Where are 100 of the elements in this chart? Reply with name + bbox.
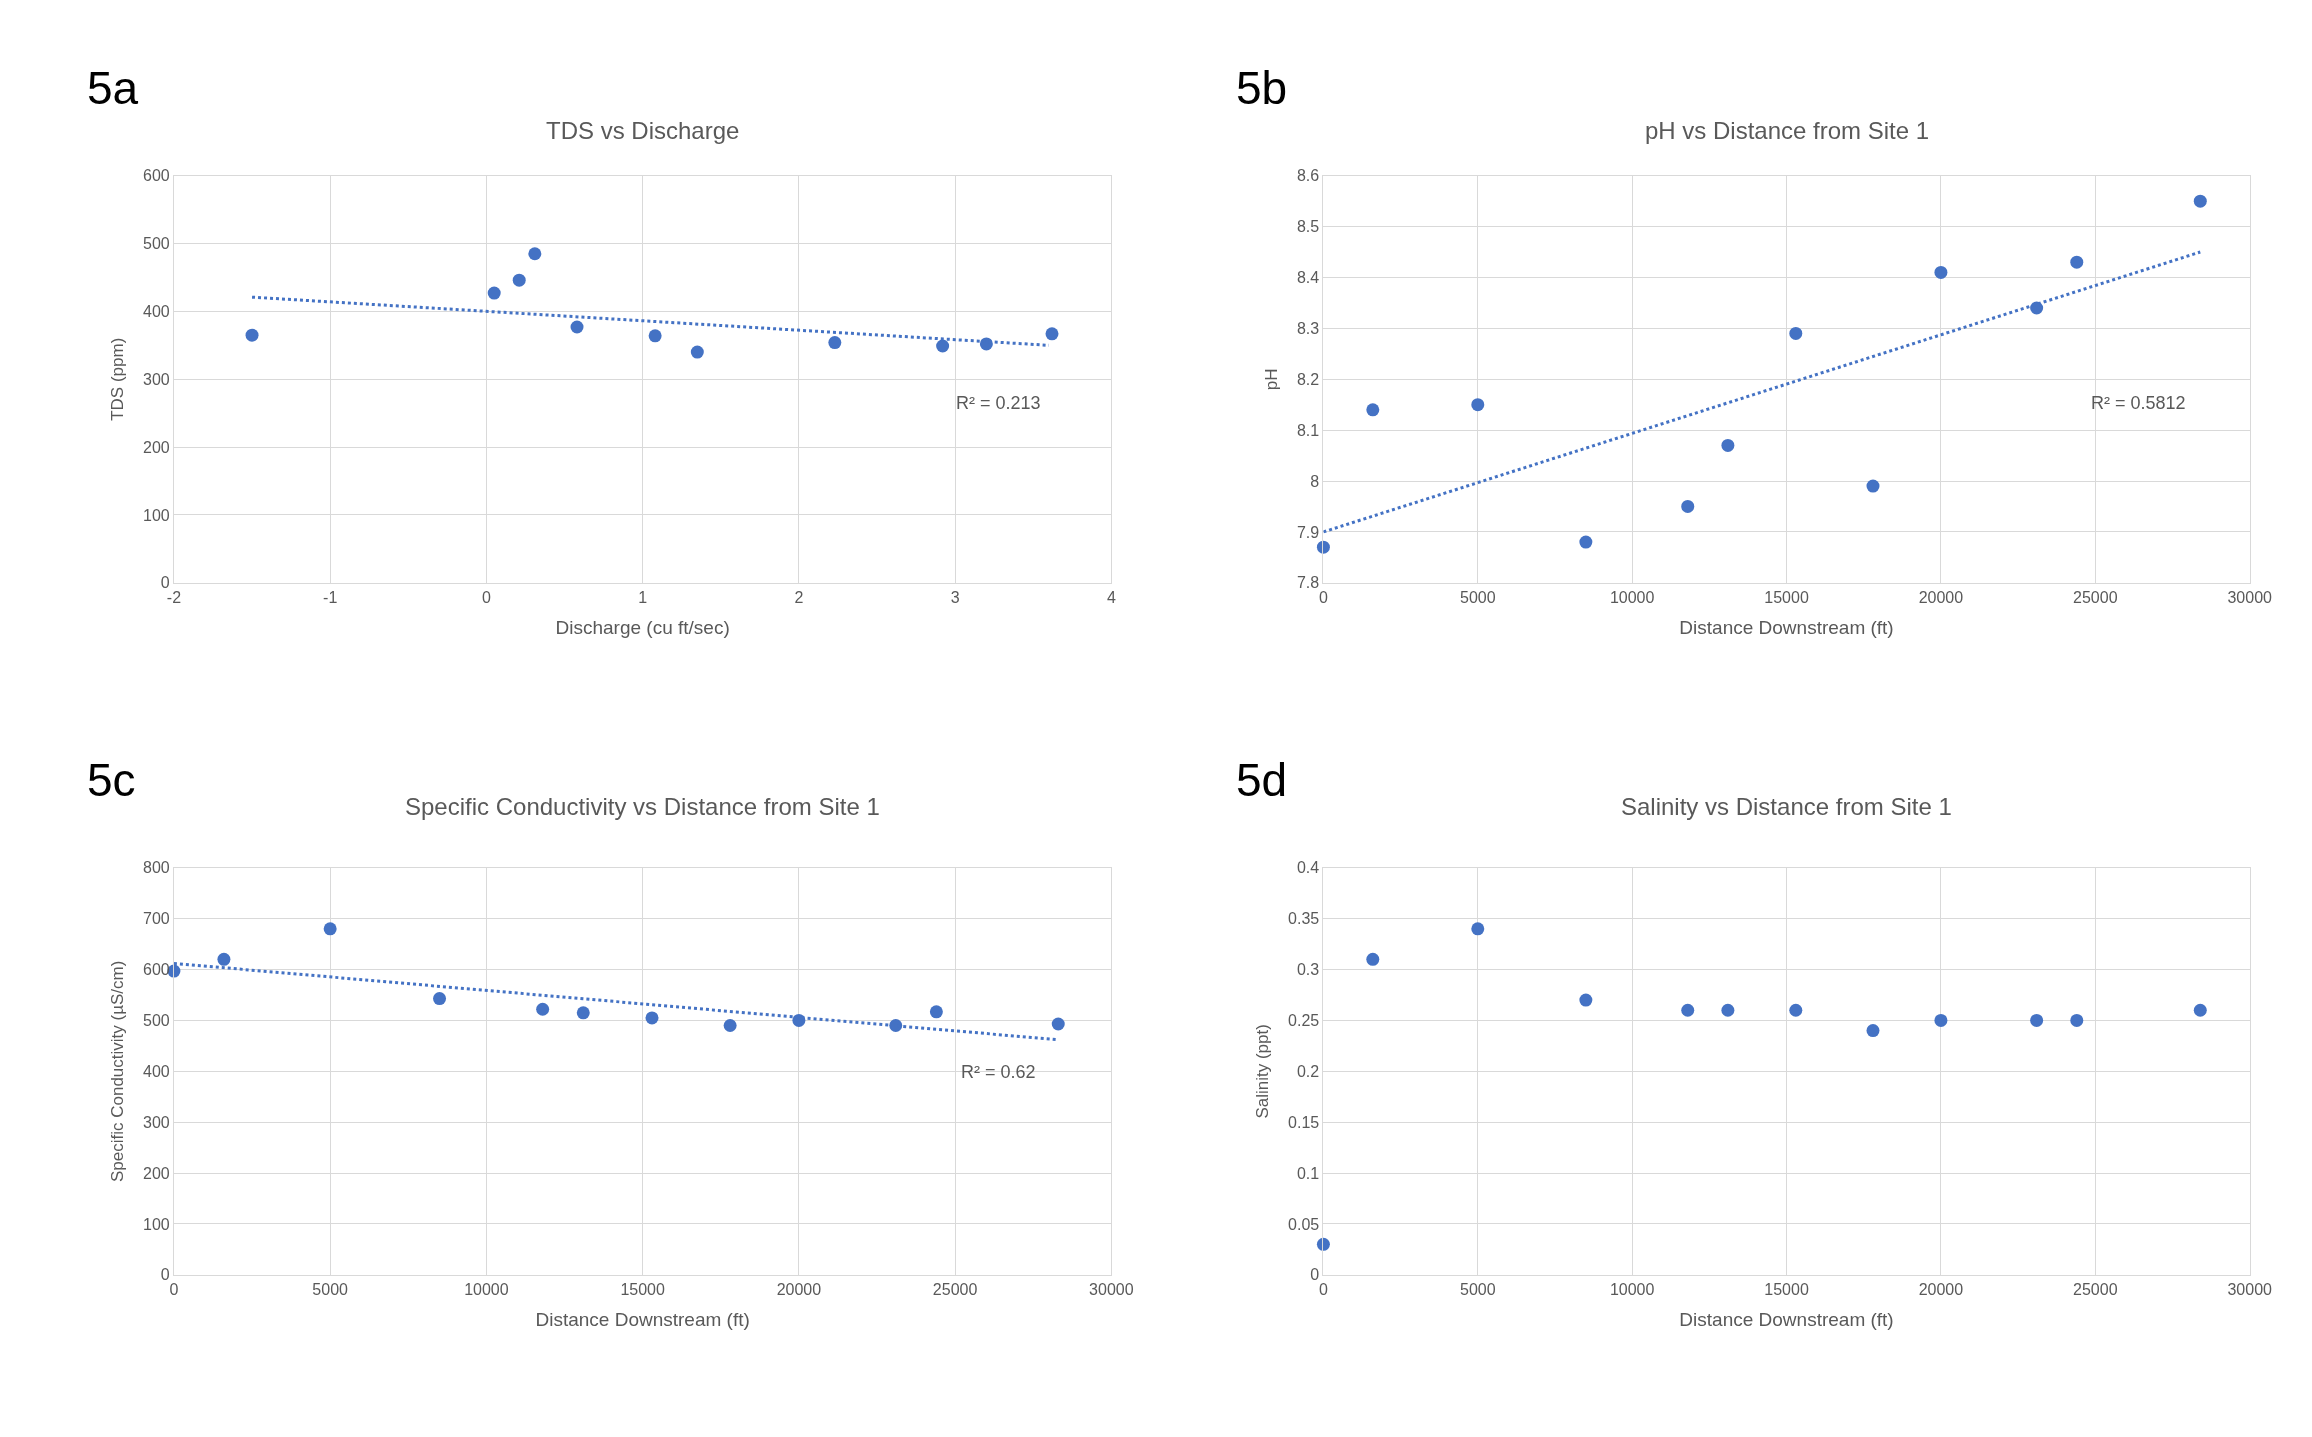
y-tick-label: 800 [143, 859, 170, 877]
x-tick-label: 10000 [1609, 1281, 1655, 1299]
x-tick-label: 25000 [932, 1281, 978, 1299]
point [1471, 398, 1485, 412]
x-axis-title: Distance Downstream (ft) [1679, 616, 1894, 638]
point [1866, 479, 1880, 493]
point [1579, 535, 1593, 549]
y-tick-label: 7.9 [1296, 523, 1320, 541]
x-tick-label: 20000 [1918, 1281, 1964, 1299]
y-axis-title: TDS (ppm) [107, 337, 127, 421]
x-tick-label: 15000 [620, 1281, 665, 1299]
point [245, 328, 259, 342]
text: 5b [1236, 62, 1288, 114]
y-tick-label: 300 [143, 1113, 170, 1131]
y-tick-label: 500 [143, 235, 170, 253]
point [828, 336, 842, 350]
annotation: R² = 0.5812 [2091, 393, 2186, 413]
y-tick-label: 8.6 [1296, 167, 1320, 185]
x-tick-label: 0 [481, 589, 491, 606]
point [1045, 327, 1059, 341]
point [528, 247, 542, 261]
point [723, 1019, 737, 1033]
y-tick-label: 0 [1310, 1266, 1320, 1284]
point [1366, 952, 1380, 966]
x-tick-label: 1 [638, 589, 648, 606]
point [1366, 403, 1380, 417]
y-tick-label: 500 [143, 1012, 170, 1030]
point [2193, 1003, 2207, 1017]
x-tick-label: 5000 [1459, 589, 1496, 606]
point [929, 1005, 943, 1019]
point [2030, 1013, 2044, 1027]
point [536, 1002, 550, 1016]
point [648, 329, 662, 343]
y-tick-label: 0.3 [1296, 961, 1320, 979]
x-tick-label: 10000 [1609, 589, 1655, 606]
x-tick-label: 30000 [2227, 589, 2273, 606]
point [433, 992, 447, 1006]
y-tick-label: 300 [143, 370, 170, 388]
x-axis-title: Distance Downstream (ft) [535, 1308, 750, 1330]
chart-title: Specific Conductivity vs Distance from Site 1 [405, 793, 880, 820]
y-tick-label: 0.25 [1288, 1012, 1320, 1030]
y-tick-label: 0.05 [1288, 1215, 1320, 1233]
point [2070, 255, 2084, 269]
x-tick-label: 5000 [312, 1281, 349, 1299]
y-tick-label: 8.2 [1296, 370, 1320, 388]
y-tick-label: 8.1 [1296, 421, 1320, 439]
x-tick-label: 30000 [1089, 1281, 1134, 1299]
point [645, 1011, 659, 1025]
point [1934, 1013, 1948, 1027]
point [1051, 1017, 1065, 1031]
y-tick-label: 400 [143, 303, 170, 320]
text: 5a [87, 62, 139, 114]
point [1579, 993, 1593, 1007]
x-tick-label: 20000 [776, 1281, 822, 1299]
point [1721, 1003, 1735, 1017]
x-axis-title: Discharge (cu ft/sec) [555, 616, 730, 638]
point [1934, 265, 1948, 279]
x-axis-title: Distance Downstream (ft) [1679, 1308, 1894, 1330]
point [576, 1006, 590, 1020]
x-tick-label: 25000 [2073, 589, 2118, 606]
point [1681, 499, 1695, 513]
chart-title: Salinity vs Distance from Site 1 [1621, 793, 1952, 820]
chart-title: TDS vs Discharge [546, 117, 740, 144]
point [2070, 1013, 2084, 1027]
text: 5c [87, 754, 136, 806]
y-tick-label: 200 [143, 438, 170, 456]
x-tick-label: 3 [950, 589, 960, 606]
y-tick-label: 600 [143, 167, 170, 185]
y-tick-label: 0.1 [1296, 1164, 1320, 1182]
point [2193, 194, 2207, 208]
y-tick-label: 400 [143, 1062, 170, 1080]
y-axis-title: pH [1261, 368, 1281, 391]
point [1681, 1003, 1695, 1017]
point [1721, 438, 1735, 452]
y-tick-label: 200 [143, 1164, 170, 1182]
annotation: R² = 0.213 [956, 393, 1041, 413]
x-tick-label: 20000 [1918, 589, 1964, 606]
y-tick-label: 7.8 [1296, 574, 1320, 592]
y-tick-label: 8.3 [1296, 319, 1320, 337]
y-tick-label: 0.35 [1288, 910, 1320, 928]
chart-title: pH vs Distance from Site 1 [1645, 117, 1930, 144]
y-tick-label: 0 [160, 1266, 170, 1284]
point [512, 273, 526, 287]
y-tick-label: 0.2 [1296, 1062, 1320, 1080]
point [1471, 922, 1485, 936]
x-tick-label: 4 [1106, 589, 1116, 606]
y-axis-title: Specific Conductivity (µS/cm) [107, 960, 127, 1183]
point [1866, 1024, 1880, 1038]
y-tick-label: 0 [160, 574, 170, 592]
point [1789, 326, 1803, 340]
y-tick-label: 8.5 [1296, 218, 1320, 236]
text: 5d [1236, 754, 1288, 806]
x-tick-label: -1 [323, 589, 338, 606]
point [217, 952, 231, 966]
point [323, 922, 337, 936]
y-tick-label: 100 [143, 1215, 170, 1233]
y-tick-label: 100 [143, 506, 170, 524]
y-tick-label: 0.15 [1288, 1113, 1320, 1131]
annotation: R² = 0.62 [961, 1062, 1036, 1082]
y-tick-label: 8.4 [1296, 269, 1320, 287]
